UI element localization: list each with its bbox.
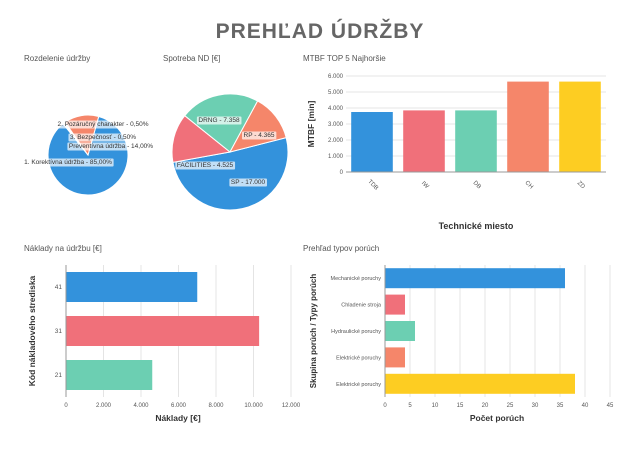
- faults-x-tick-label: 25: [507, 403, 514, 409]
- faults-x-tick-label: 15: [457, 403, 464, 409]
- faults-x-tick-label: 30: [532, 403, 539, 409]
- faults-x-tick-label: 20: [482, 403, 489, 409]
- costs-y-axis-title: Kód nákladového strediska: [27, 275, 37, 386]
- faults-x-tick-label: 0: [383, 403, 387, 409]
- pie2-label-bg: [175, 161, 236, 170]
- costs-bar: [66, 360, 153, 390]
- mtbf-bar: [507, 81, 549, 172]
- pie1-slice-label: 3. Bezpečnosť - 0,50%: [70, 134, 136, 141]
- mtbf-x-tick-label: ZD: [576, 180, 586, 190]
- costs-y-tick-label: 41: [55, 284, 63, 291]
- pie1-label-bg: [67, 142, 155, 151]
- costs-y-tick-label: 31: [55, 328, 63, 335]
- pie2-slice-label: RP - 4.365: [244, 132, 275, 139]
- mtbf-x-tick-label: TDB: [366, 179, 379, 192]
- mtbf-x-tick-label: CH: [524, 180, 534, 190]
- pie2-label-bg: [242, 131, 277, 140]
- faults-bar: [385, 294, 405, 315]
- panel-title-mtbf: MTBF TOP 5 Najhoršie: [303, 54, 386, 63]
- faults-y-tick-label: Chladenie stroja: [341, 303, 382, 309]
- faults-x-axis-title: Počet porúch: [470, 413, 524, 423]
- faults-bar: [385, 347, 405, 368]
- costs-y-tick-label: 21: [55, 372, 63, 379]
- costs-x-tick-label: 12.000: [282, 403, 301, 409]
- costs-bar: [66, 272, 198, 302]
- mtbf-bar: [351, 112, 393, 172]
- pie1-slice-label: 2. Pozáručný charakter - 0,50%: [57, 121, 148, 128]
- panel-title-faults: Prehľad typov porúch: [303, 244, 380, 253]
- mtbf-bar: [559, 81, 601, 172]
- faults-bar: [385, 268, 565, 289]
- panel-title-costs: Náklady na údržbu [€]: [24, 244, 102, 253]
- faults-x-tick-label: 35: [557, 403, 564, 409]
- pie2-slice-label: FACILITIES - 4.525: [177, 162, 234, 169]
- page-title: PREHĽAD ÚDRŽBY: [215, 20, 425, 43]
- mtbf-x-axis-title: Technické miesto: [439, 221, 514, 231]
- pie2-label-bg: [229, 178, 267, 187]
- mtbf-y-tick-label: 0: [340, 170, 344, 176]
- faults-y-tick-label: Hydraulické poruchy: [331, 329, 381, 335]
- mtbf-x-tick-label: DB: [472, 180, 482, 190]
- mtbf-bar: [403, 110, 445, 172]
- faults-y-axis-title: Skupina porúch / Typy porúch: [309, 274, 318, 389]
- panel-title-parts: Spotreba ND [€]: [163, 54, 221, 63]
- pie1-slice-label: Preventívna údržba - 14,00%: [69, 143, 153, 150]
- faults-y-tick-label: Elektrické poruchy: [336, 355, 381, 361]
- costs-x-tick-label: 2.000: [96, 403, 112, 409]
- faults-bar: [385, 373, 575, 394]
- mtbf-y-axis-title: MTBF [min]: [306, 100, 316, 147]
- mtbf-bar: [455, 110, 497, 172]
- costs-x-tick-label: 4.000: [133, 403, 149, 409]
- mtbf-y-tick-label: 5.000: [328, 90, 344, 96]
- pie1-label-bg: [55, 120, 151, 129]
- faults-y-tick-label: Mechanické poruchy: [331, 276, 382, 282]
- costs-x-tick-label: 0: [64, 403, 68, 409]
- mtbf-y-tick-label: 1.000: [328, 154, 344, 160]
- pie1-label-bg: [68, 133, 138, 142]
- faults-x-tick-label: 5: [408, 403, 412, 409]
- mtbf-y-tick-label: 3.000: [328, 122, 344, 128]
- pie2-slice-label: DRNG - 7.358: [198, 117, 240, 124]
- pie1-label-bg: [22, 158, 114, 167]
- faults-x-tick-label: 45: [607, 403, 614, 409]
- pie2-label-bg: [196, 116, 242, 125]
- faults-y-tick-label: Elektrické poruchy: [336, 382, 381, 388]
- panel-title-distribution: Rozdelenie údržby: [24, 54, 91, 63]
- costs-bar: [66, 316, 260, 346]
- faults-x-tick-label: 10: [432, 403, 439, 409]
- costs-x-tick-label: 10.000: [244, 403, 263, 409]
- mtbf-y-tick-label: 6.000: [328, 74, 344, 80]
- mtbf-y-tick-label: 4.000: [328, 106, 344, 112]
- pie2-slice: [172, 137, 289, 211]
- faults-x-tick-label: 40: [582, 403, 589, 409]
- pie1-slice-label: 1. Korektívna údržba - 85,00%: [24, 159, 112, 166]
- mtbf-x-tick-label: IW: [420, 181, 430, 191]
- costs-x-tick-label: 6.000: [171, 403, 187, 409]
- costs-x-tick-label: 8.000: [208, 403, 224, 409]
- pie2-slice-label: SP - 17.000: [231, 179, 266, 186]
- mtbf-y-tick-label: 2.000: [328, 138, 344, 144]
- faults-bar: [385, 321, 415, 341]
- costs-x-axis-title: Náklady [€]: [155, 413, 201, 423]
